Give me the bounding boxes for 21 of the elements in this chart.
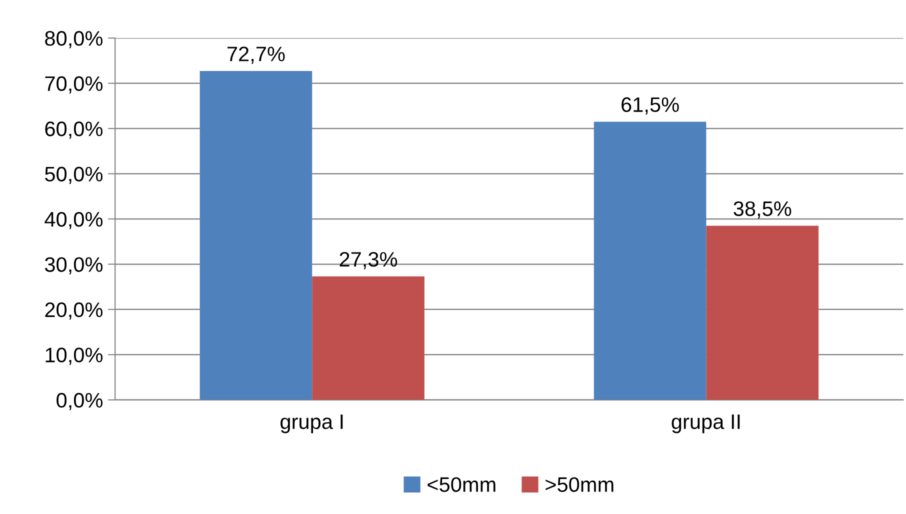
y-tick-label: 70,0% [45,76,103,94]
y-tick-label: 10,0% [46,348,103,365]
data-label: 61,5% [622,97,679,115]
legend-label: >50mm [546,477,614,492]
y-tick-label: 0,0% [56,392,103,410]
x-tick-label: grupa II [672,414,740,434]
bar [706,226,819,400]
data-label: 38,5% [734,201,792,219]
data-label: 72,7% [227,46,285,64]
x-tick-label: grupa I [280,414,343,434]
y-tick-label: 30,0% [44,257,103,274]
y-tick-label: 80,0% [45,31,103,48]
bar [312,276,424,400]
y-tick-label: 20,0% [45,302,103,320]
bar [200,71,312,400]
data-label: 27,3% [340,252,398,270]
y-tick-label: 50,0% [45,166,103,184]
y-tick-label: 60,0% [45,122,103,139]
y-tick-label: 40,0% [44,212,103,230]
legend-label: <50mm [428,477,496,492]
bar [594,122,706,400]
